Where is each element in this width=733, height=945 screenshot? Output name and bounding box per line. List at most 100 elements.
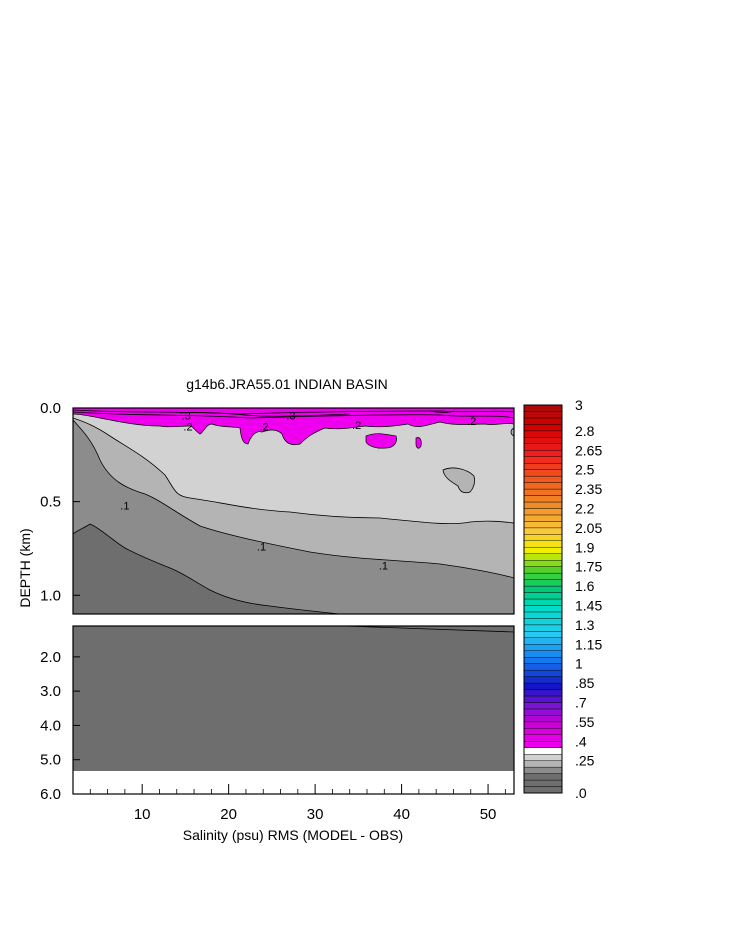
x-tick-label: 50 xyxy=(480,806,497,823)
chart-title: g14b6.JRA55.01 INDIAN BASIN xyxy=(186,376,388,392)
colorbar-label: .0 xyxy=(575,785,587,801)
colorbar-swatch xyxy=(523,566,563,574)
colorbar-swatch xyxy=(523,708,563,716)
y-tick-label: 5.0 xyxy=(40,752,61,769)
contour-lines-magenta xyxy=(73,409,514,419)
y-tick-label: 4.0 xyxy=(40,717,61,734)
colorbar-swatch xyxy=(523,443,563,451)
contour-labels: .3.3.2.2.2.2.1.1.1 xyxy=(120,410,476,572)
colorbar-label: 1.45 xyxy=(575,597,602,613)
lower-fill xyxy=(73,626,514,771)
colorbar-swatch xyxy=(523,631,563,638)
contour-label: .1 xyxy=(379,560,388,572)
colorbar-label: 2.2 xyxy=(575,500,595,516)
colorbar-swatch xyxy=(523,624,563,632)
colorbar-swatch xyxy=(523,527,563,535)
x-tick-label: 20 xyxy=(220,806,237,823)
colorbar-swatch xyxy=(523,734,563,742)
magenta-patch-right xyxy=(365,433,397,449)
colorbar-swatch xyxy=(523,417,563,425)
lower-panel-frame xyxy=(72,625,515,795)
colorbar-swatch xyxy=(523,540,563,548)
x-tick-label: 30 xyxy=(307,806,324,823)
x-axis-label: Salinity (psu) RMS (MODEL - OBS) xyxy=(183,827,403,843)
colorbar-swatch xyxy=(523,657,563,664)
colorbar-label: 1.3 xyxy=(575,617,595,633)
colorbar-swatch xyxy=(523,482,563,490)
colorbar-label: 2.65 xyxy=(575,442,602,458)
colorbar-swatch xyxy=(523,598,563,606)
colorbar-swatch xyxy=(523,779,563,787)
colorbar-swatch xyxy=(523,572,563,580)
colorbar-label: 1 xyxy=(575,656,583,672)
colorbar-swatch xyxy=(523,650,563,658)
contour-band-0-08 xyxy=(73,419,514,614)
axes: 0.0 0.5 1.0 2.0 3.0 4.0 5.0 6.0 10 20 30 40 50 xyxy=(40,400,506,823)
colorbar-swatch xyxy=(523,644,563,651)
colorbar-label: 1.9 xyxy=(575,539,595,555)
contour-label: .1 xyxy=(257,542,266,554)
contour-label: .2 xyxy=(260,422,269,434)
colorbar-label: 1.15 xyxy=(575,636,602,652)
y-axis-label: DEPTH (km) xyxy=(17,528,33,607)
y-tick-label: 6.0 xyxy=(40,786,61,803)
colorbar-label: 2.35 xyxy=(575,481,602,497)
gray-island xyxy=(442,467,475,494)
colorbar-swatch xyxy=(523,741,563,748)
colorbar-label: 1.6 xyxy=(575,578,595,594)
contour-band-0-05 xyxy=(73,523,341,614)
colorbar-swatch xyxy=(523,773,563,781)
upper-panel: .3.3.2.2.2.2.1.1.1 xyxy=(73,408,514,614)
y-tick-label: 2.0 xyxy=(40,649,61,666)
colorbar-swatch xyxy=(523,475,563,483)
colorbar-swatch xyxy=(523,424,563,432)
colorbar-swatch xyxy=(523,611,563,619)
upper-panel-frame xyxy=(72,407,515,615)
lower-panel xyxy=(73,626,514,794)
colorbar-frame xyxy=(523,404,563,794)
colorbar-swatch xyxy=(523,766,563,774)
colorbar-swatch xyxy=(523,689,563,697)
colorbar-swatch xyxy=(523,521,563,529)
colorbar-swatch xyxy=(523,463,563,470)
colorbar-swatch xyxy=(523,682,563,690)
contour-label: .3 xyxy=(286,410,295,422)
colorbar-label: .85 xyxy=(575,675,595,691)
colorbar-label: 2.05 xyxy=(575,520,602,536)
colorbar-label: .7 xyxy=(575,694,587,710)
colorbar-label: .4 xyxy=(575,733,587,749)
colorbar-swatch xyxy=(523,560,563,567)
colorbar-label: .25 xyxy=(575,753,595,769)
colorbar-swatch xyxy=(523,605,563,613)
colorbar-swatch xyxy=(523,721,563,729)
colorbar-swatch xyxy=(523,579,563,587)
colorbar-swatch xyxy=(523,592,563,600)
colorbar-swatch xyxy=(523,747,563,755)
contour-label: .2 xyxy=(183,422,192,434)
x-tick-label: 10 xyxy=(134,806,151,823)
contour-label: .1 xyxy=(120,500,129,512)
contour-label: .3 xyxy=(182,410,191,422)
colorbar-swatch xyxy=(523,715,563,723)
colorbar-label: 2.8 xyxy=(575,423,595,439)
colorbar-swatch xyxy=(523,547,563,554)
colorbar-swatch xyxy=(523,786,563,794)
colorbar xyxy=(523,404,563,794)
y-tick-label: 0.0 xyxy=(40,400,61,417)
magenta-patch-small xyxy=(415,437,422,449)
colorbar-swatch xyxy=(523,728,563,735)
colorbar-label: 2.5 xyxy=(575,462,595,478)
colorbar-swatch xyxy=(523,553,563,561)
colorbar-swatch xyxy=(523,702,563,710)
colorbar-swatch xyxy=(523,663,563,671)
colorbar-swatch xyxy=(523,534,563,541)
colorbar-swatch xyxy=(523,695,563,703)
colorbar-swatch xyxy=(523,437,563,445)
magenta-band xyxy=(73,408,514,446)
lower-contour-line xyxy=(344,626,514,633)
colorbar-label: 3 xyxy=(575,397,583,413)
colorbar-swatch xyxy=(523,514,563,522)
colorbar-swatch xyxy=(523,669,563,677)
colorbar-label: 1.75 xyxy=(575,559,602,575)
y-tick-label: 1.0 xyxy=(40,587,61,604)
